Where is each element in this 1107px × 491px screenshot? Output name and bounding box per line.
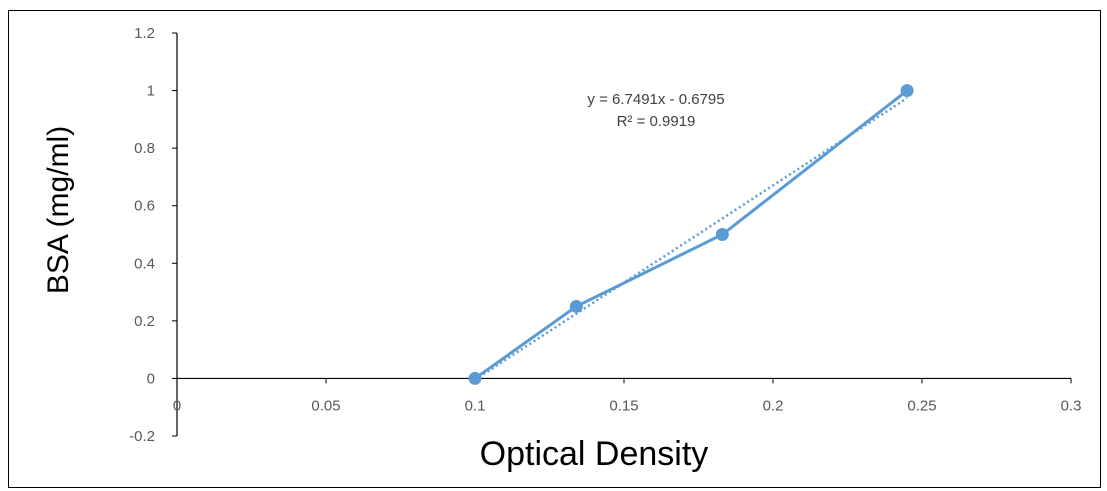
y-tick-label: 1.2 — [134, 25, 155, 42]
trendline-equation: y = 6.7491x - 0.6795 — [587, 91, 724, 108]
y-tick-label: 0.2 — [134, 313, 155, 330]
series-group — [468, 84, 914, 385]
trendline-group — [474, 97, 908, 381]
data-point — [468, 371, 482, 385]
x-tick-label: 0.1 — [465, 397, 486, 414]
x-tick-label: 0.2 — [763, 397, 784, 414]
x-tick-label: 0.05 — [311, 397, 340, 414]
series-line — [474, 89, 909, 380]
y-tick-label: 0.4 — [134, 255, 155, 272]
y-tick-label: 0.8 — [134, 140, 155, 157]
x-tick-label: 0.15 — [609, 397, 638, 414]
y-tick-label: 0 — [147, 370, 155, 387]
x-tick-label: 0 — [173, 397, 181, 414]
x-tick-label: 0.25 — [907, 397, 936, 414]
data-point — [569, 299, 583, 313]
x-axis-ticks: 0 0.05 0.1 0.15 0.2 0.25 0.3 — [173, 378, 1082, 414]
y-tick-label: 0.6 — [134, 198, 155, 215]
chart-frame — [8, 10, 1101, 488]
x-axis-title: Optical Density — [480, 435, 709, 473]
y-axis-ticks: 1.2 1 0.8 0.6 0.4 0.2 0 -0.2 — [129, 25, 177, 445]
x-tick-label: 0.3 — [1061, 397, 1082, 414]
trendline — [474, 97, 908, 381]
trendline-r-squared: R² = 0.9919 — [617, 113, 696, 130]
y-tick-label: -0.2 — [129, 428, 155, 445]
data-point — [900, 84, 914, 98]
y-axis-title: BSA (mg/ml) — [42, 126, 75, 294]
y-tick-label: 1 — [147, 83, 155, 100]
data-point — [715, 228, 729, 241]
